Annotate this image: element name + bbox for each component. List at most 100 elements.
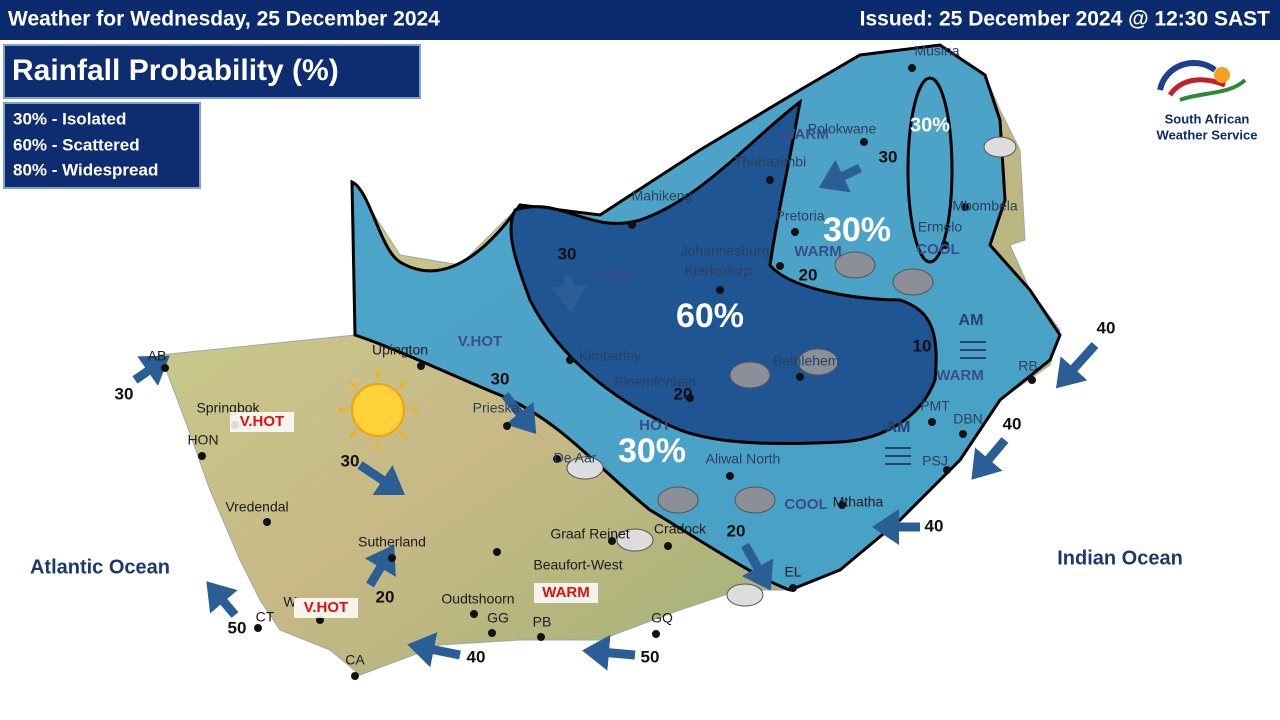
- legend-box: [3, 102, 201, 189]
- place-label: Mthatha: [833, 494, 884, 510]
- place-label: AB: [148, 348, 167, 364]
- temperature-label: V.HOT: [304, 599, 348, 616]
- title: Rainfall Probability (%): [12, 54, 339, 87]
- temp-label-bg: [230, 412, 294, 432]
- logo-mark: [1157, 59, 1247, 102]
- title-box: [3, 44, 421, 99]
- place-dot: [776, 262, 784, 270]
- place-dot: [908, 64, 916, 72]
- place-dot: [388, 554, 396, 562]
- temperature-label: V.HOT: [458, 333, 502, 350]
- place-label: Thabazimbi: [734, 154, 806, 170]
- place-dot: [608, 537, 616, 545]
- wind-speed: 40: [925, 516, 944, 535]
- header-left: Weather for Wednesday, 25 December 2024: [8, 8, 440, 31]
- rain-probability: 30%: [910, 114, 950, 136]
- place-dot: [652, 630, 660, 638]
- place-label: Mahikeng: [632, 188, 693, 204]
- ocean-label: Atlantic Ocean: [30, 556, 170, 578]
- rain-probability: 30%: [618, 432, 686, 470]
- place-label: Prieska: [473, 400, 520, 416]
- temperature-label: WARM: [542, 584, 590, 601]
- place-label: GQ: [651, 610, 673, 626]
- temp-label-bg: [294, 598, 358, 618]
- place-label: CA: [345, 652, 365, 668]
- header-bar: [0, 0, 1280, 40]
- cloud-icons: [566, 136, 1017, 607]
- temperature-label: HOT: [639, 417, 671, 434]
- place-dot: [488, 629, 496, 637]
- legend-item: 30% - Isolated: [13, 109, 126, 128]
- legend-item: 60% - Scattered: [13, 135, 140, 154]
- wind-speed: 40: [467, 647, 486, 666]
- place-label: Klerksdorp: [685, 263, 752, 279]
- place-label: Bethlehem: [773, 353, 840, 369]
- temperature-label: WARM: [794, 243, 842, 260]
- wind-speed: 40: [1003, 414, 1022, 433]
- logo-text: Weather Service: [1157, 127, 1258, 142]
- temperature-label: WARM: [936, 367, 984, 384]
- place-label: Graaf Reinet: [550, 526, 629, 542]
- time-label: AM: [886, 419, 911, 436]
- temp-label-bg: [534, 583, 598, 603]
- place-dot: [503, 422, 511, 430]
- place-dot: [628, 221, 636, 229]
- wind-speed: 50: [228, 618, 247, 637]
- wind-speed: 20: [376, 587, 395, 606]
- place-label: Ermelo: [918, 219, 963, 235]
- place-label: EL: [784, 564, 801, 580]
- place-dot: [198, 452, 206, 460]
- place-dot: [789, 584, 797, 592]
- wind-speed: 50: [641, 647, 660, 666]
- place-dot: [161, 364, 169, 372]
- place-label: Bloemfontein: [614, 374, 696, 390]
- place-label: CT: [256, 609, 275, 625]
- wind-arrows: [132, 159, 1099, 671]
- wind-speed: 30: [115, 384, 134, 403]
- place-label: Musina: [914, 43, 959, 59]
- ocean-label: Indian Ocean: [1057, 547, 1183, 569]
- wind-speed: 20: [799, 265, 818, 284]
- place-dot: [470, 610, 478, 618]
- place-label: Upington: [372, 342, 428, 358]
- place-label: Aliwal North: [706, 451, 781, 467]
- place-dot: [726, 472, 734, 480]
- place-dot: [263, 518, 271, 526]
- wind-speed: 30: [879, 147, 898, 166]
- wind-speed: 30: [341, 451, 360, 470]
- place-dot: [928, 418, 936, 426]
- wind-speed: 30: [558, 244, 577, 263]
- place-dot: [716, 286, 724, 294]
- rain-probability: 60%: [676, 297, 744, 335]
- place-label: Pretoria: [775, 208, 824, 224]
- wind-speed: 30: [491, 369, 510, 388]
- place-label: Kimberley: [579, 348, 641, 364]
- am-marks: [885, 341, 986, 465]
- place-dot: [796, 373, 804, 381]
- place-dot: [943, 466, 951, 474]
- place-label: Mbombela: [952, 198, 1018, 214]
- temperature-label: COOL: [916, 241, 959, 258]
- place-dot: [791, 228, 799, 236]
- place-dot: [493, 548, 501, 556]
- place-label: RB: [1018, 358, 1037, 374]
- place-dot: [766, 176, 774, 184]
- logo-text: South African: [1165, 111, 1250, 126]
- place-dot: [686, 394, 694, 402]
- place-dot: [566, 356, 574, 364]
- place-dot: [254, 624, 262, 632]
- place-dot: [838, 501, 846, 509]
- place-dot: [1028, 376, 1036, 384]
- temperature-label: WARM: [781, 126, 829, 143]
- place-label: GG: [487, 610, 509, 626]
- wind-speed: 40: [1097, 318, 1116, 337]
- place-dot: [860, 138, 868, 146]
- place-label: Vredendal: [225, 499, 288, 515]
- place-label: Cradock: [654, 521, 707, 537]
- place-label: Springbok: [196, 400, 260, 416]
- place-dot: [417, 362, 425, 370]
- place-label: Johannesburg: [681, 243, 770, 259]
- wind-speed: 20: [674, 384, 693, 403]
- sun-icon: [338, 370, 418, 450]
